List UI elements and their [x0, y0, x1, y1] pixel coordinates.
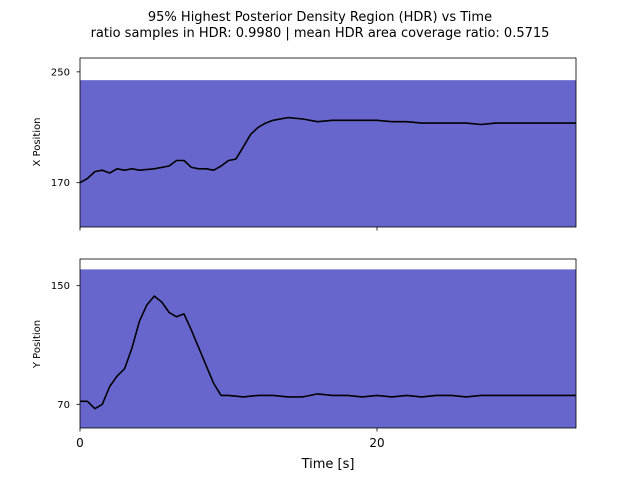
y-tick-label: 150	[51, 281, 70, 292]
trajectory-line	[80, 295, 576, 410]
hdr-band	[80, 269, 576, 428]
panel-bottom-y-position: Y Position Time [s] 70 150 0 20	[32, 258, 577, 472]
axes-frame	[79, 258, 577, 429]
y-axis-label-bottom: Y Position	[32, 320, 43, 369]
panel-top-x-position: X Position 170 250	[32, 57, 577, 231]
trajectory-line	[79, 116, 576, 184]
chart-title-line1: 95% Highest Posterior Density Region (HD…	[148, 10, 492, 25]
y-tick-label: 250	[51, 67, 70, 78]
y-tick-label: 70	[57, 400, 70, 411]
axes-frame	[79, 57, 577, 228]
x-axis-label: Time [s]	[301, 457, 355, 472]
x-tick-label: 0	[76, 436, 84, 450]
hdr-band	[80, 80, 576, 227]
y-axis-label-top: X Position	[32, 118, 43, 167]
x-tick-label: 20	[369, 436, 384, 450]
y-tick-label: 170	[51, 178, 70, 189]
chart-title-line2: ratio samples in HDR: 0.9980 | mean HDR …	[91, 26, 550, 41]
